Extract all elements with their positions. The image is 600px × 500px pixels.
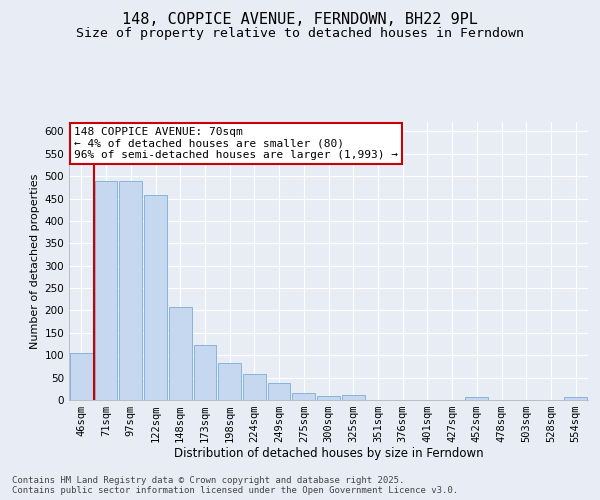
Bar (144, 196, 167, 400)
Text: 148 COPPICE AVENUE: 70sqm
← 4% of detached houses are smaller (80)
96% of semi-d: 148 COPPICE AVENUE: 70sqm ← 4% of detach… (74, 126, 398, 160)
Bar (342, 394, 365, 400)
Bar (169, 308, 191, 400)
Bar (243, 374, 266, 400)
Bar (218, 364, 241, 400)
Bar (268, 383, 290, 400)
Bar (317, 396, 340, 400)
Text: Contains HM Land Registry data © Crown copyright and database right 2025.
Contai: Contains HM Land Registry data © Crown c… (12, 476, 458, 495)
Bar (95, 180, 118, 400)
Text: Size of property relative to detached houses in Ferndown: Size of property relative to detached ho… (76, 28, 524, 40)
Bar (466, 398, 488, 400)
Text: 148, COPPICE AVENUE, FERNDOWN, BH22 9PL: 148, COPPICE AVENUE, FERNDOWN, BH22 9PL (122, 12, 478, 28)
X-axis label: Distribution of detached houses by size in Ferndown: Distribution of detached houses by size … (173, 446, 484, 460)
Bar (194, 346, 216, 400)
Y-axis label: Number of detached properties: Number of detached properties (30, 174, 40, 349)
Bar (70, 353, 93, 400)
Bar (564, 398, 587, 400)
Bar (119, 180, 142, 400)
Bar (292, 394, 315, 400)
